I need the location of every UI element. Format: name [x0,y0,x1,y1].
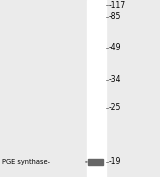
Text: -117: -117 [109,1,126,10]
Text: PGE synthase-: PGE synthase- [2,159,50,165]
Text: -49: -49 [109,43,121,52]
Bar [88,159,103,165]
Bar [87,0,106,177]
Text: -25: -25 [109,104,121,112]
Text: -85: -85 [109,12,121,21]
Text: -34: -34 [109,75,121,84]
Text: -19: -19 [109,158,121,166]
